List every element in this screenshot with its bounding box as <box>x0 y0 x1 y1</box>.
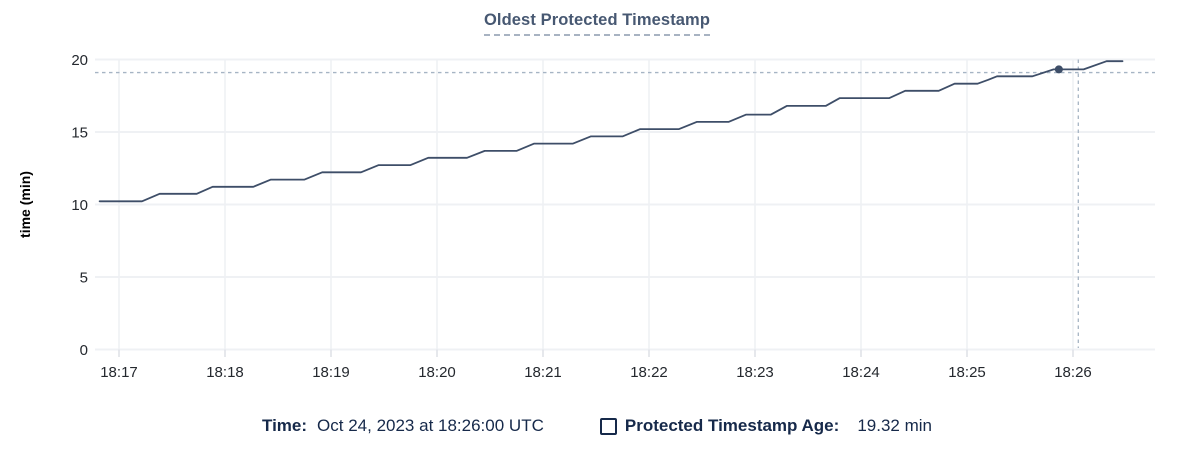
chart-title[interactable]: Oldest Protected Timestamp <box>483 11 711 36</box>
x-tick-label: 18:18 <box>206 364 244 381</box>
chart-header: Oldest Protected Timestamp <box>0 11 1194 36</box>
legend-series-value: 19.32 min <box>857 416 932 435</box>
hover-point-dot <box>1054 65 1063 74</box>
y-tick-label: 20 <box>71 52 88 69</box>
x-tick-label: 18:23 <box>736 364 774 381</box>
x-tick-label: 18:24 <box>842 364 880 381</box>
legend-checkbox-icon[interactable] <box>599 417 617 435</box>
legend-series-label: Protected Timestamp Age: <box>624 416 840 435</box>
legend-time-label: Time: <box>262 416 308 435</box>
series-line <box>98 60 1124 203</box>
y-tick-label: 15 <box>71 125 88 142</box>
legend-time-value: Oct 24, 2023 at 18:26:00 UTC <box>317 416 544 435</box>
x-tick-label: 18:21 <box>524 364 562 381</box>
y-tick-label: 0 <box>80 342 88 359</box>
legend: Time: Oct 24, 2023 at 18:26:00 UTC Prote… <box>0 416 1194 436</box>
x-tick-label: 18:22 <box>630 364 668 381</box>
x-tick-label: 18:17 <box>100 364 138 381</box>
x-tick-label: 18:20 <box>418 364 456 381</box>
y-tick-label: 5 <box>80 270 88 287</box>
y-axis-label: time (min) <box>17 171 33 238</box>
x-tick-label: 18:25 <box>948 364 986 381</box>
x-tick-label: 18:19 <box>312 364 350 381</box>
chart-canvas[interactable]: 0 5 10 15 20 18:17 18:18 18:19 18:20 18:21 18:22 18… <box>0 0 1194 410</box>
y-tick-label: 10 <box>71 197 88 214</box>
legend-series-toggle[interactable]: Protected Timestamp Age: <box>599 416 840 436</box>
x-tick-label: 18:26 <box>1054 364 1092 381</box>
